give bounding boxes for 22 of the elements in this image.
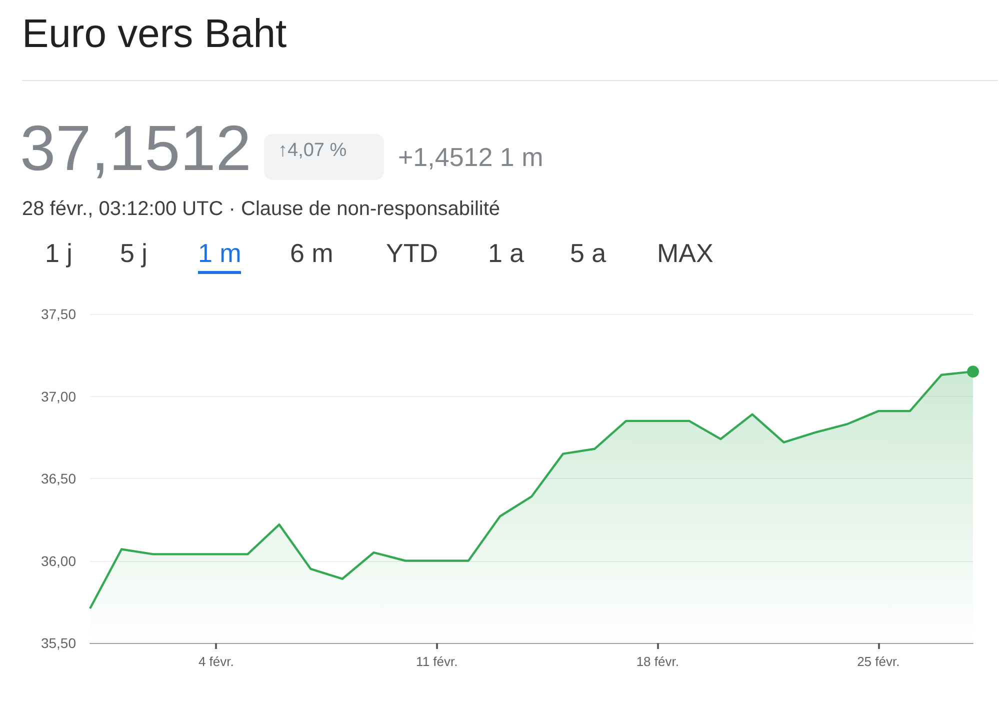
text: MAX — [657, 238, 714, 270]
y-tick-label: 36,00 — [40, 552, 76, 569]
text: 6 m — [290, 238, 334, 270]
x-tick-label: 4 févr. — [198, 654, 234, 669]
text: 5 j — [120, 238, 148, 270]
chart-title: Euro vers Baht — [22, 12, 287, 57]
y-tick-label: 37,50 — [40, 306, 76, 322]
text: +1,4512 1 m — [398, 142, 544, 173]
y-tick-label: 36,50 — [40, 470, 76, 486]
x-tick-label: 11 févr. — [416, 654, 458, 669]
text: 28 févr., 03:12:00 UTC · Clause de non-responsabilité — [22, 198, 500, 221]
text: 37,1512 — [20, 111, 252, 186]
text: ↑4,07 % — [264, 134, 384, 180]
text: 1 j — [45, 238, 72, 270]
x-tick-label: 25 févr. — [857, 654, 900, 669]
text: 5 a — [570, 238, 606, 270]
text: 1 a — [488, 238, 524, 270]
text: YTD — [386, 238, 438, 270]
y-tick-label: 35,50 — [40, 635, 76, 651]
y-tick-label: 37,00 — [40, 388, 76, 404]
text: 1 m — [198, 238, 242, 274]
x-tick-label: 18 févr. — [636, 654, 679, 669]
